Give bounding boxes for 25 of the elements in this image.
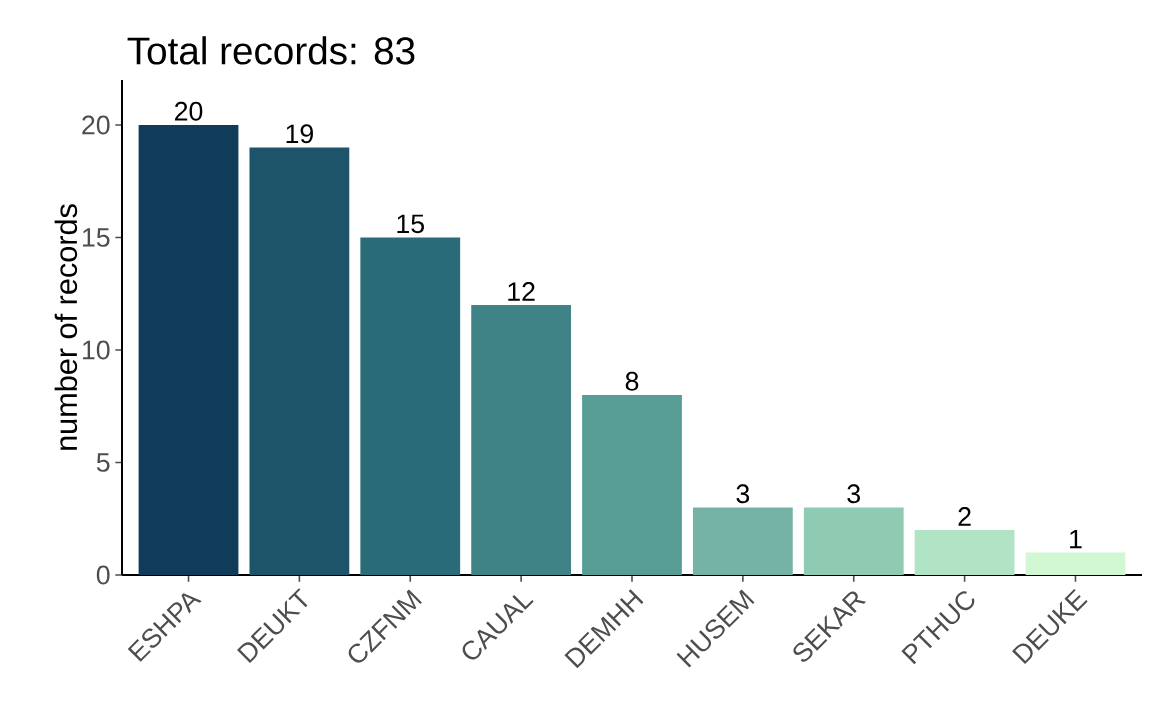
data-label: 12 (508, 282, 535, 301)
data-label: 15 (397, 214, 424, 234)
y-tick-label: 15 (82, 228, 110, 247)
y-tick-label: 10 (82, 340, 110, 360)
y-axis-title: number of records (54, 204, 78, 450)
bar (471, 305, 572, 575)
bar (1025, 552, 1126, 575)
data-label: 19 (286, 124, 313, 144)
data-label: 1 (1070, 529, 1082, 549)
bar (582, 395, 682, 575)
y-tick-label: 5 (96, 453, 110, 472)
chart-title: Total records: 83 (127, 36, 415, 65)
data-label: 20 (175, 101, 203, 121)
bar (360, 237, 461, 575)
bar (803, 507, 904, 575)
data-label: 2 (958, 507, 971, 526)
y-tick-label: 20 (82, 115, 110, 135)
data-label: 8 (625, 371, 639, 391)
data-label: 3 (736, 484, 750, 504)
bar (692, 507, 793, 575)
data-label: 3 (847, 484, 860, 504)
bar (914, 530, 1015, 575)
bar (138, 125, 239, 575)
bar (249, 147, 350, 575)
y-tick-label: 0 (96, 565, 110, 585)
